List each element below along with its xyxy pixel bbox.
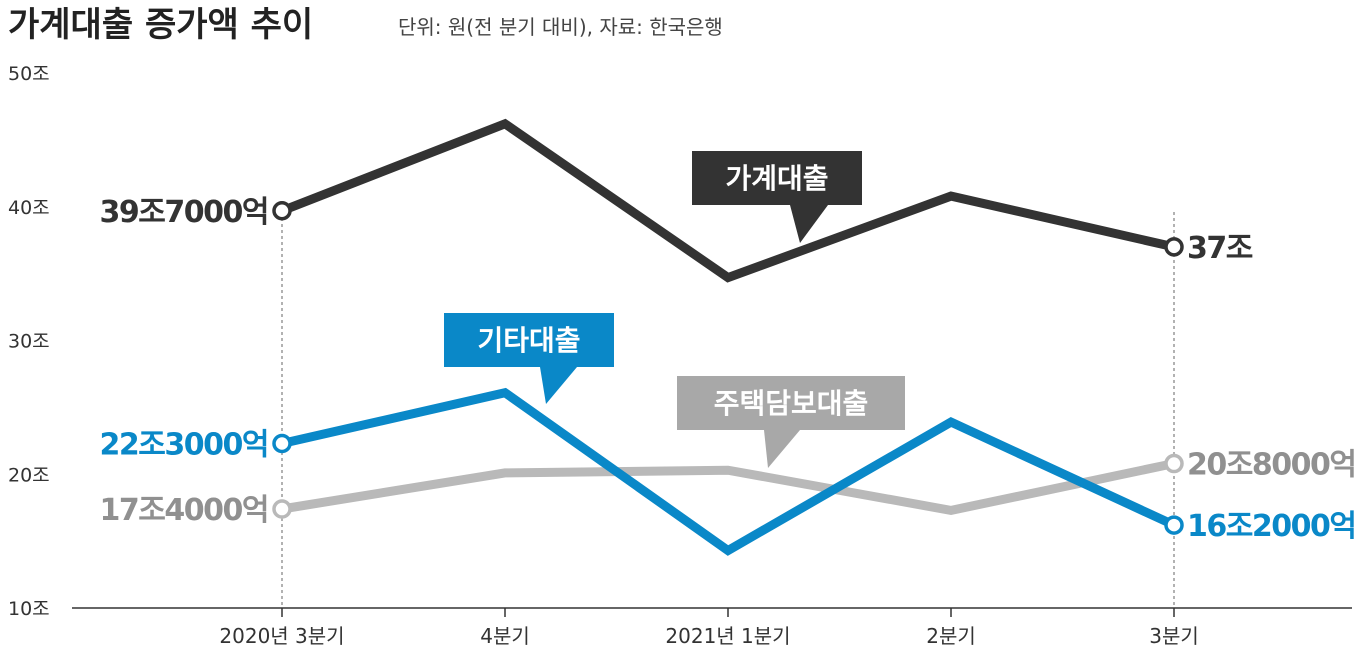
x-tick-label: 4분기	[480, 624, 530, 646]
data-point-marker	[1164, 237, 1184, 257]
series-0	[272, 118, 1184, 283]
chart-subtitle: 단위: 원(전 분기 대비), 자료: 한국은행	[398, 15, 723, 39]
end-labels: 39조7000억 37조 22조3000억 16조2000억 17조4000억 20조80…	[100, 195, 1357, 544]
end-value-label: 20조8000억	[1187, 448, 1355, 483]
callout-box	[444, 313, 614, 367]
y-tick-label: 30조	[8, 331, 50, 353]
x-tick-label: 2021년 1분기	[665, 624, 790, 646]
callout-2: 주택담보대출	[677, 376, 905, 468]
start-value-label: 17조4000억	[100, 493, 268, 528]
series-1	[272, 387, 1184, 556]
data-point-marker	[1164, 453, 1184, 474]
data-point-marker	[272, 201, 292, 221]
series-name-label: 가계대출	[725, 162, 828, 195]
series-layer	[272, 118, 1184, 556]
start-value-label: 22조3000억	[100, 427, 268, 462]
reference-lines	[281, 212, 1175, 608]
y-tick-label: 50조	[8, 63, 50, 85]
y-tick-label: 10조	[8, 598, 50, 620]
end-value-label: 16조2000억	[1187, 509, 1355, 544]
end-value-label: 37조	[1187, 231, 1253, 266]
series-line	[281, 459, 1175, 515]
series-line	[280, 118, 1175, 283]
x-tick-label: 3분기	[1149, 624, 1199, 646]
series-name-label: 기타대출	[477, 324, 580, 357]
start-value-label: 39조7000억	[100, 195, 268, 230]
callout-pointer	[764, 430, 800, 468]
y-tick-label: 40조	[8, 197, 50, 219]
y-axis: 50조 40조 30조 20조 10조	[8, 63, 50, 620]
callout-box	[692, 151, 862, 205]
x-axis: 2020년 3분기 4분기 2021년 1분기 2분기 3분기	[72, 607, 1352, 646]
series-line	[281, 387, 1176, 556]
x-tick-label: 2분기	[926, 624, 976, 646]
callout-pointer	[790, 205, 828, 243]
callout-1: 기타대출	[444, 313, 614, 404]
y-tick-label: 20조	[8, 464, 50, 486]
callout-pointer	[540, 367, 577, 404]
chart-title: 가계대출 증가액 추이	[8, 5, 313, 45]
series-2	[272, 453, 1184, 519]
data-point-marker	[1164, 515, 1184, 535]
callout-box	[677, 376, 905, 430]
callout-0: 가계대출	[692, 151, 862, 243]
data-point-marker	[272, 433, 292, 454]
x-tick-label: 2020년 3분기	[219, 624, 344, 646]
series-name-label: 주택담보대출	[714, 387, 869, 420]
data-point-marker	[272, 499, 292, 519]
